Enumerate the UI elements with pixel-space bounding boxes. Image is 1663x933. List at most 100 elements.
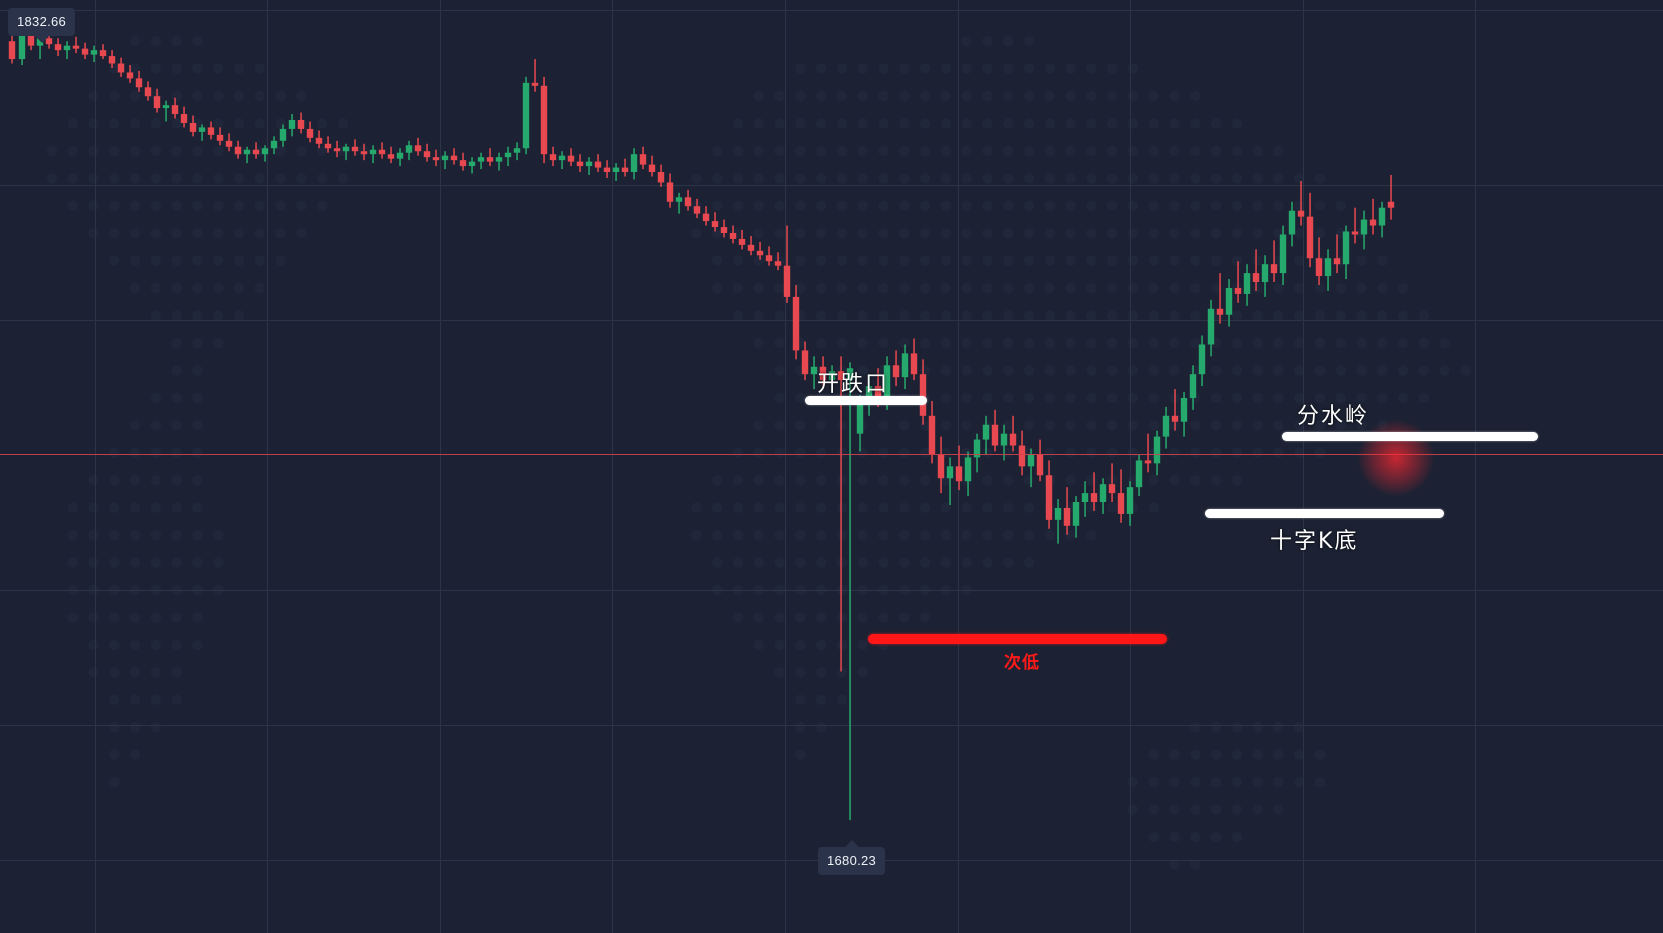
candle	[828, 365, 836, 393]
candle	[720, 219, 728, 238]
annotation-line-secondary-low	[868, 634, 1167, 644]
annotation-line-gap-down-open	[805, 396, 927, 405]
candle	[198, 124, 206, 141]
grid-line-vertical-8	[1475, 0, 1476, 933]
low-price-value: 1680.23	[827, 853, 877, 868]
candle	[1117, 469, 1125, 523]
annotation-label-watershed: 分水岭	[1297, 404, 1370, 429]
candle	[522, 76, 530, 155]
candle	[729, 225, 737, 244]
annotation-line-doji-bottom	[1205, 509, 1444, 518]
candle	[216, 127, 224, 146]
grid-line-vertical-2	[440, 0, 441, 933]
candle	[54, 38, 62, 57]
candle	[288, 114, 296, 137]
tag-pointer	[33, 35, 50, 43]
candle	[108, 50, 116, 68]
candle	[333, 140, 341, 158]
candle	[432, 149, 440, 167]
candle	[558, 151, 566, 170]
current-price-line	[0, 454, 1663, 455]
candle	[261, 145, 269, 162]
candle	[18, 20, 26, 65]
grid-line-horizontal-4	[0, 590, 1663, 591]
candle	[865, 374, 873, 416]
grid-line-vertical-0	[95, 0, 96, 933]
candle	[1135, 454, 1143, 497]
grid-line-vertical-3	[612, 0, 613, 933]
candle	[1369, 198, 1377, 235]
candle	[1387, 175, 1395, 220]
candle	[72, 36, 80, 54]
candle	[648, 155, 656, 177]
candle	[819, 356, 827, 387]
candle	[1279, 225, 1287, 285]
candle	[441, 151, 449, 170]
candle	[1216, 273, 1224, 324]
grid-line-vertical-6	[1130, 0, 1131, 933]
candle	[180, 106, 188, 128]
candle	[549, 146, 557, 167]
candle	[99, 44, 107, 60]
candle	[1000, 424, 1008, 461]
annotation-label-doji-bottom: 十字K底	[1270, 529, 1359, 554]
candle	[801, 341, 809, 381]
candle	[883, 356, 891, 410]
candle	[387, 146, 395, 164]
candle	[738, 230, 746, 250]
candle	[603, 160, 611, 178]
candle	[306, 121, 314, 143]
candle	[1099, 478, 1107, 514]
candle	[1333, 234, 1341, 274]
candle	[973, 433, 981, 473]
candle	[585, 157, 593, 175]
candle	[711, 212, 719, 232]
candle	[1171, 389, 1179, 431]
grid-line-horizontal-1	[0, 185, 1663, 186]
candle	[892, 350, 900, 387]
grid-line-vertical-1	[267, 0, 268, 933]
candle	[1180, 392, 1188, 437]
candle	[369, 145, 377, 164]
candle	[1081, 481, 1089, 517]
candle	[414, 137, 422, 156]
candle	[1207, 299, 1215, 357]
candle	[90, 45, 98, 63]
candle	[1342, 225, 1350, 280]
candle	[405, 140, 413, 161]
candle	[486, 148, 494, 167]
candle	[1090, 472, 1098, 511]
candle	[207, 121, 215, 140]
candle	[594, 154, 602, 173]
candle	[378, 142, 386, 159]
grid-line-vertical-7	[1303, 0, 1304, 933]
candle	[837, 356, 845, 672]
candle	[126, 65, 134, 83]
high-price-tag: 1832.66	[8, 8, 76, 43]
candle	[243, 146, 251, 164]
annotation-line-watershed	[1282, 432, 1538, 441]
annotation-label-gap-down-open: 开跌口	[817, 372, 890, 397]
candle	[576, 154, 584, 173]
candle	[1018, 430, 1026, 476]
candle	[351, 139, 359, 156]
candle	[1243, 264, 1251, 306]
candle	[1045, 460, 1053, 529]
candle	[1162, 406, 1170, 449]
candle	[153, 88, 161, 113]
candle	[171, 97, 179, 119]
candle	[1144, 433, 1152, 473]
candle	[846, 362, 854, 821]
candle	[1351, 207, 1359, 244]
candle	[901, 344, 909, 390]
candle	[162, 100, 170, 122]
candle	[792, 285, 800, 360]
candle	[783, 225, 791, 303]
candle	[234, 140, 242, 159]
candle	[468, 157, 476, 174]
candle	[1360, 210, 1368, 250]
candle	[117, 57, 125, 77]
candle	[297, 112, 305, 134]
grid-line-vertical-4	[785, 0, 786, 933]
candle	[612, 163, 620, 181]
